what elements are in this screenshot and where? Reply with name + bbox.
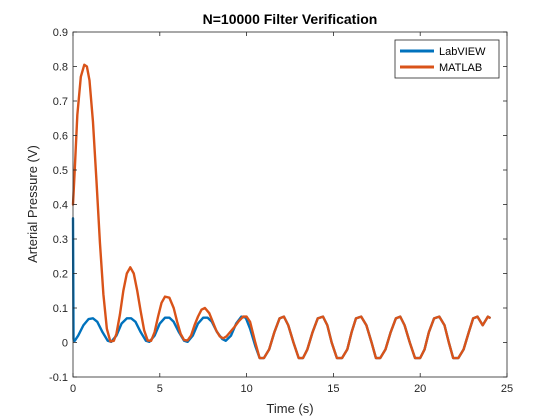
series-layer [71,63,491,360]
y-tick-label: 0.3 [53,234,68,246]
legend-label-matlab: MATLAB [439,62,482,74]
legend: LabVIEW MATLAB [394,39,500,79]
x-tick-label: 20 [414,383,426,395]
y-tick-label: 0.4 [53,200,68,212]
y-tick-label: 0 [62,338,68,350]
x-tick-label: 0 [70,383,76,395]
y-tick-label: 0.2 [53,269,68,281]
y-tick-label: 0.5 [53,165,68,177]
chart-title: N=10000 Filter Verification [203,11,378,27]
y-axis-label: Arterial Pressure (V) [25,145,40,263]
x-tick-label: 10 [240,383,252,395]
legend-box [394,39,500,79]
y-ticks: -0.1 0 0.1 0.2 0.3 0.4 0.5 0.6 0.7 0.8 0.9 [49,27,507,384]
y-tick-label: -0.1 [49,372,68,384]
y-tick-label: 0.7 [53,96,68,108]
y-tick-label: 0.9 [53,27,68,39]
y-tick-label: 0.6 [53,131,68,143]
legend-label-labview: LabVIEW [439,46,486,58]
x-tick-label: 5 [157,383,163,395]
x-tick-label: 15 [327,383,339,395]
x-axis-label: Time (s) [266,401,313,416]
x-tick-label: 25 [501,383,513,395]
y-tick-label: 0.1 [53,303,68,315]
series-line-matlab [71,63,491,360]
x-ticks: 0 5 10 15 20 25 [70,32,513,395]
y-tick-label: 0.8 [53,62,68,74]
